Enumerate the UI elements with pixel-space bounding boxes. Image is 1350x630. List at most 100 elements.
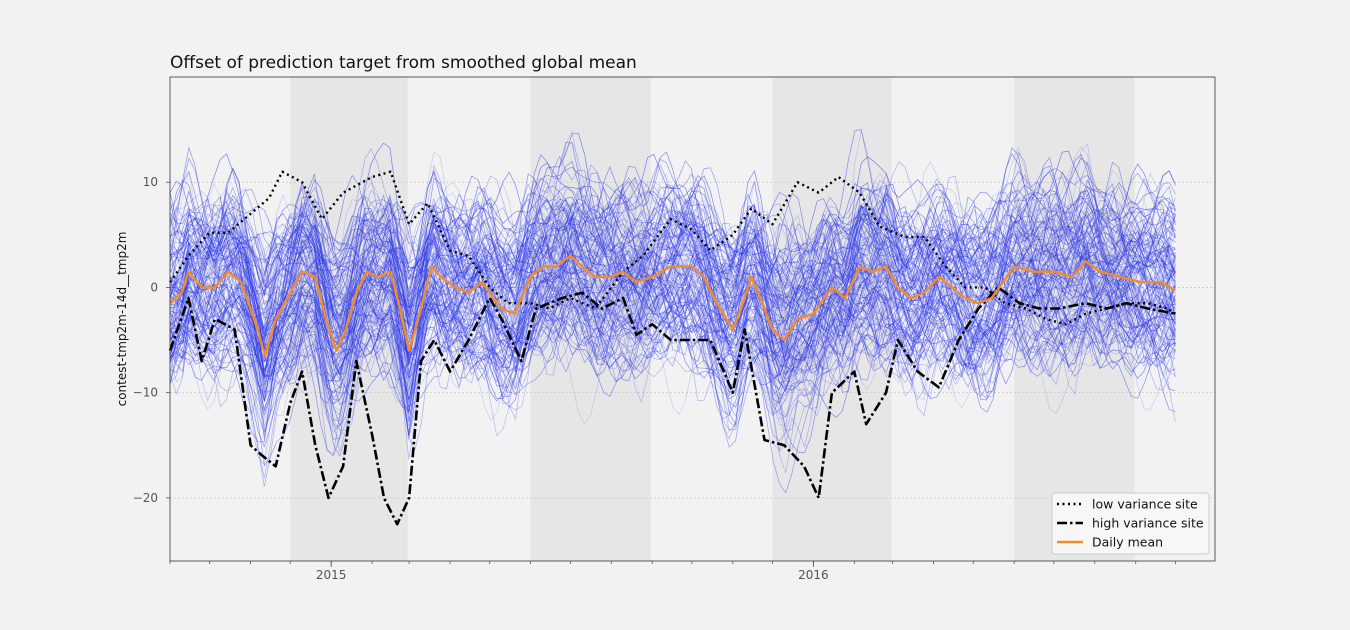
site-line xyxy=(169,199,1176,383)
site-line xyxy=(169,200,1176,296)
site-line xyxy=(169,282,1176,340)
site-line xyxy=(169,220,1176,345)
site-line xyxy=(169,274,1176,376)
site-line xyxy=(169,201,1176,376)
site-ensemble-lines xyxy=(169,129,1176,494)
site-line xyxy=(169,228,1176,280)
site-line xyxy=(169,185,1176,275)
site-line xyxy=(169,248,1176,391)
site-line xyxy=(170,220,1176,363)
site-line xyxy=(169,287,1176,448)
site-line xyxy=(169,244,1176,368)
site-line xyxy=(169,142,1176,326)
site-line xyxy=(169,166,1176,366)
y-axis: 10 0 −10 −20 xyxy=(133,175,170,505)
highlighted-series xyxy=(168,170,1177,526)
site-line xyxy=(169,191,1176,356)
site-line xyxy=(169,198,1176,367)
site-line xyxy=(169,239,1176,329)
site-line xyxy=(169,178,1176,344)
site-line xyxy=(169,290,1176,403)
x-tick-label: 2016 xyxy=(798,568,829,582)
y-tick-label: 0 xyxy=(150,280,158,294)
site-line xyxy=(169,250,1176,316)
site-line xyxy=(169,141,1176,399)
legend-entry-label: high variance site xyxy=(1092,516,1204,531)
site-line xyxy=(169,254,1176,391)
site-line xyxy=(169,255,1176,434)
site-line xyxy=(169,264,1176,349)
chart-title: Offset of prediction target from smoothe… xyxy=(170,53,637,73)
site-line xyxy=(169,289,1176,427)
site-line xyxy=(169,186,1176,379)
site-line xyxy=(169,157,1176,312)
site-line xyxy=(169,240,1176,494)
x-tick-label: 2015 xyxy=(316,568,347,582)
site-line xyxy=(169,201,1176,303)
site-line xyxy=(169,304,1176,434)
site-line xyxy=(169,243,1176,287)
series-line-daily-mean xyxy=(169,254,1176,357)
site-line xyxy=(169,302,1176,427)
site-line xyxy=(169,248,1176,466)
site-line xyxy=(169,185,1176,313)
x-axis: 2015 2016 xyxy=(169,561,1176,582)
site-line xyxy=(169,245,1176,440)
site-line xyxy=(169,274,1176,451)
site-line xyxy=(169,247,1176,474)
site-line xyxy=(169,259,1176,460)
site-line xyxy=(169,195,1176,323)
site-line xyxy=(169,200,1176,336)
site-line xyxy=(169,287,1176,487)
plot-area xyxy=(168,76,1216,562)
plot-frame xyxy=(169,76,1216,562)
site-line xyxy=(169,212,1176,367)
site-line xyxy=(169,246,1176,363)
site-line xyxy=(169,267,1176,406)
site-line xyxy=(169,203,1176,351)
site-line xyxy=(169,219,1176,354)
site-line xyxy=(169,182,1176,355)
site-line xyxy=(169,175,1176,289)
site-line xyxy=(169,210,1176,300)
site-line xyxy=(169,207,1176,293)
legend-entry-label: low variance site xyxy=(1092,497,1198,512)
legend: low variance site high variance site Daily… xyxy=(1051,492,1210,555)
site-line xyxy=(169,296,1176,384)
site-line xyxy=(169,172,1176,402)
site-line xyxy=(169,169,1176,336)
y-tick-label: 10 xyxy=(143,175,158,189)
site-line xyxy=(169,273,1176,385)
site-line xyxy=(169,240,1176,332)
series-line-low-variance-site xyxy=(169,170,1177,326)
site-line xyxy=(169,270,1176,428)
site-line xyxy=(169,158,1176,319)
site-line xyxy=(169,209,1176,337)
site-line xyxy=(169,292,1176,400)
y-tick-label: −20 xyxy=(133,491,158,505)
y-tick-label: −10 xyxy=(133,386,158,400)
site-line xyxy=(169,226,1176,377)
site-line xyxy=(169,190,1176,316)
site-line xyxy=(169,198,1176,305)
site-line xyxy=(169,253,1176,452)
site-line xyxy=(169,271,1176,389)
legend-box xyxy=(1051,492,1210,555)
site-line xyxy=(169,216,1176,405)
site-line xyxy=(169,129,1176,292)
site-line xyxy=(169,198,1176,361)
site-line xyxy=(169,231,1176,337)
site-line xyxy=(169,284,1176,375)
site-line xyxy=(169,132,1176,347)
site-line xyxy=(169,204,1176,285)
site-line xyxy=(169,256,1176,337)
site-line xyxy=(169,212,1176,397)
site-line xyxy=(169,249,1176,331)
y-axis-label: contest-tmp2m-14d__tmp2m xyxy=(115,232,129,407)
site-line xyxy=(169,289,1176,426)
site-line xyxy=(169,147,1176,305)
site-line xyxy=(169,203,1176,441)
site-line xyxy=(169,238,1176,416)
site-line xyxy=(169,186,1176,363)
